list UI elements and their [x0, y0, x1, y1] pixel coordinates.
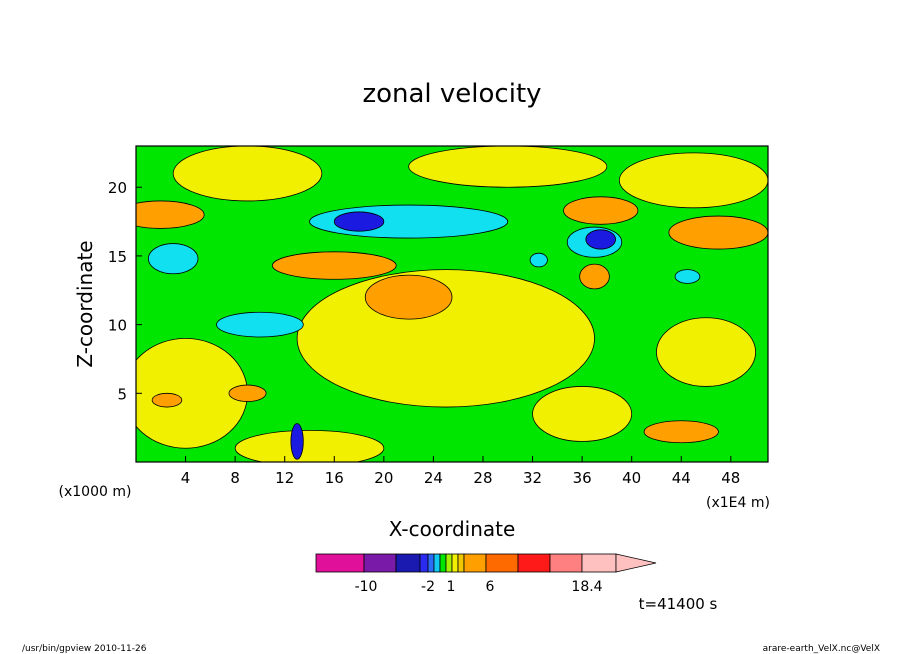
colorbar-segment — [439, 553, 447, 573]
x-axis-label: X-coordinate — [389, 517, 516, 541]
contour-region-yellow — [172, 146, 323, 202]
footer-right: arare-earth_VelX.nc@VelX — [763, 644, 880, 654]
contour-region-blue — [290, 423, 304, 460]
colorbar-segment — [395, 553, 421, 573]
chart-title: zonal velocity — [362, 79, 541, 109]
contour-region-yellow — [618, 152, 768, 209]
contour-region-orange — [579, 263, 610, 290]
x-tick-label: 16 — [325, 469, 344, 487]
colorbar-arrow — [615, 553, 657, 573]
colorbar-segment — [517, 553, 551, 573]
contour-region-cyan — [216, 311, 304, 338]
x-tick-label: 20 — [374, 469, 393, 487]
plot-frame — [135, 145, 769, 463]
contour-region-orange — [668, 215, 768, 250]
x-tick-label: 48 — [721, 469, 740, 487]
colorbar-segment — [485, 553, 519, 573]
x-tick-label: 4 — [181, 469, 191, 487]
x-tick-label: 32 — [523, 469, 542, 487]
y-tick-label: 20 — [108, 179, 127, 197]
x-tick-label: 44 — [672, 469, 691, 487]
contour-region-blue — [585, 229, 616, 250]
contour-region-cyan — [147, 243, 199, 275]
contour-region-orange — [643, 420, 719, 444]
x-axis-ticks: 4 8 12 16 20 24 28 32 36 40 44 48 — [181, 456, 740, 487]
colorbar-tick-label: 1 — [447, 579, 456, 595]
colorbar-segment — [433, 553, 441, 573]
colorbar-segment — [363, 553, 397, 573]
x-tick-label: 8 — [230, 469, 240, 487]
colorbar-segment — [457, 553, 465, 573]
colorbar-tick-label: 18.4 — [571, 579, 602, 595]
contour-region-orange — [136, 200, 205, 229]
colorbar-segment — [419, 553, 429, 573]
contour-region-orange — [364, 274, 453, 320]
contour-region-yellow — [234, 430, 385, 462]
colorbar-segment — [581, 553, 617, 573]
contour-region-orange — [151, 392, 183, 408]
colorbar-tick-label: 6 — [486, 579, 495, 595]
y-tick-label: 10 — [108, 317, 127, 335]
contour-region-yellow — [656, 317, 757, 387]
contour-region-orange — [563, 196, 639, 225]
y-unit-label: (x1000 m) — [59, 484, 132, 500]
y-tick-label: 5 — [117, 385, 127, 403]
contour-region-orange — [228, 384, 267, 402]
colorbar-tick-label: -10 — [355, 579, 378, 595]
y-axis-label: Z-coordinate — [73, 240, 97, 367]
x-unit-label: (x1E4 m) — [706, 495, 770, 511]
contour-region-cyan — [529, 252, 548, 268]
y-axis-ticks: 5 10 15 20 — [108, 179, 142, 403]
colorbar-labels: -10 -2 1 6 18.4 — [355, 579, 603, 595]
x-tick-label: 24 — [424, 469, 443, 487]
colorbar-segment — [463, 553, 487, 573]
contour-regions — [136, 146, 768, 462]
colorbar-segment — [427, 553, 435, 573]
x-tick-label: 28 — [473, 469, 492, 487]
y-tick-label: 15 — [108, 248, 127, 266]
colorbar — [315, 553, 657, 573]
contour-region-yellow — [408, 146, 608, 188]
contour-region-orange — [271, 251, 397, 280]
colorbar-segment — [549, 553, 583, 573]
contour-region-yellow — [532, 386, 633, 442]
colorbar-tick-label: -2 — [421, 579, 435, 595]
colorbar-segment — [451, 553, 459, 573]
colorbar-segment — [445, 553, 453, 573]
time-annotation: t=41400 s — [639, 595, 718, 613]
x-tick-label: 40 — [622, 469, 641, 487]
colorbar-segment — [315, 553, 365, 573]
x-tick-label: 12 — [275, 469, 294, 487]
contour-region-cyan — [674, 269, 701, 284]
x-tick-label: 36 — [573, 469, 592, 487]
footer-left: /usr/bin/gpview 2010-11-26 — [22, 644, 147, 654]
contour-region-blue — [333, 211, 385, 232]
